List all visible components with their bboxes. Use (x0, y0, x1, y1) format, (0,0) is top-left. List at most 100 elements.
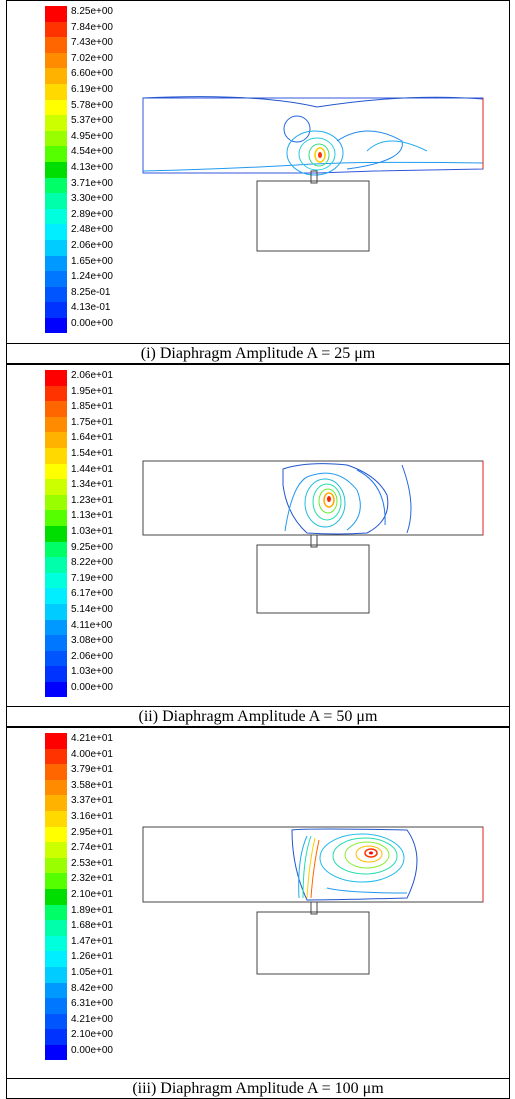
legend-swatch (45, 239, 67, 256)
legend-label: 6.60e+00 (71, 68, 113, 80)
legend-swatch (45, 510, 67, 526)
legend-label: 4.21e+00 (71, 1013, 113, 1025)
contour-line (401, 464, 412, 534)
legend-swatch (45, 52, 67, 69)
contour-line (319, 833, 405, 883)
legend-swatch (45, 966, 67, 983)
legend-label: 1.44e+01 (71, 463, 113, 475)
legend-swatch (45, 826, 67, 843)
legend-swatch (45, 37, 67, 53)
legend-swatch (45, 810, 67, 827)
legend-label: 2.06e+01 (71, 370, 113, 381)
legend-label: 3.16e+01 (71, 810, 113, 822)
legend-swatch (45, 525, 67, 542)
legend-swatch (45, 161, 67, 178)
legend-label: 8.25e+00 (71, 6, 113, 17)
legend-label: 6.31e+00 (71, 998, 113, 1010)
legend-label: 2.10e+00 (71, 1029, 113, 1041)
legend-swatch (45, 842, 67, 858)
legend-label: 2.74e+01 (71, 842, 113, 854)
legend-swatch (45, 666, 67, 682)
legend-label: 4.54e+00 (71, 146, 113, 158)
contour-core (318, 152, 322, 158)
legend-label: 1.24e+00 (71, 271, 113, 283)
panel-caption: (iii) Diaphragm Amplitude A = 100 μm (7, 1078, 509, 1099)
legend-label: 2.32e+01 (71, 873, 113, 885)
contour-line (142, 161, 484, 172)
legend-label: 2.89e+00 (71, 208, 113, 220)
contour-line (304, 478, 346, 528)
contour-plot (142, 826, 484, 975)
legend-label: 1.54e+01 (71, 447, 113, 459)
legend-swatch (45, 370, 67, 386)
contour-line (291, 828, 418, 901)
legend-swatch (45, 795, 67, 811)
legend-swatch (45, 1044, 67, 1061)
contour-line (366, 140, 428, 152)
legend-swatch (45, 920, 67, 936)
legend-swatch (45, 951, 67, 967)
contour-line (318, 488, 338, 514)
legend-swatch (45, 619, 67, 636)
legend-swatch (45, 904, 67, 921)
legend-swatch (45, 130, 67, 147)
legend-label: 1.34e+01 (71, 479, 113, 491)
legend-swatch (45, 557, 67, 573)
contour-line (308, 143, 330, 167)
legend-label: 4.00e+01 (71, 748, 113, 760)
legend-swatch (45, 83, 67, 100)
legend-swatch (45, 982, 67, 999)
legend-label: 3.37e+01 (71, 795, 113, 807)
cavity-outline (256, 180, 370, 252)
legend-swatch (45, 1013, 67, 1030)
legend-swatch (45, 998, 67, 1014)
legend-swatch (45, 873, 67, 889)
channel-outline (142, 97, 484, 174)
legend-swatch (45, 650, 67, 667)
legend-swatch (45, 447, 67, 464)
panel-3: 4.21e+01 4.00e+01 3.79e+01 3.58e+01 3.37e+01… (6, 727, 510, 1099)
legend-swatch (45, 733, 67, 749)
legend-label: 1.64e+01 (71, 432, 113, 444)
legend-swatch (45, 541, 67, 558)
legend-label: 1.89e+01 (71, 904, 113, 916)
legend-swatch (45, 68, 67, 84)
legend-label: 1.03e+01 (71, 525, 113, 537)
legend-label: 1.23e+01 (71, 494, 113, 506)
legend-label: 7.84e+00 (71, 21, 113, 33)
panel-1: 8.25e+00 7.84e+00 7.43e+00 7.02e+00 6.60e+00… (6, 0, 510, 364)
contour-plot (142, 460, 484, 614)
legend-label: 3.58e+01 (71, 779, 113, 791)
legend-swatch (45, 146, 67, 162)
legend-label: 1.75e+01 (71, 416, 113, 428)
legend-swatch (45, 21, 67, 38)
legend-label: 2.95e+01 (71, 826, 113, 838)
legend-label: 6.17e+00 (71, 588, 113, 600)
legend-label: 5.14e+00 (71, 603, 113, 615)
legend-swatch (45, 779, 67, 796)
legend-label: 1.13e+01 (71, 510, 113, 522)
contour-line (312, 483, 342, 521)
legend-label: 3.08e+00 (71, 635, 113, 647)
legend-swatch (45, 271, 67, 287)
contour-line (355, 845, 383, 863)
contour-line (306, 837, 316, 899)
legend-swatch (45, 432, 67, 448)
contour-plot (142, 96, 484, 252)
legend-swatch (45, 115, 67, 131)
legend-label: 7.43e+00 (71, 37, 113, 49)
legend-label: 4.95e+00 (71, 130, 113, 142)
contour-line (284, 472, 361, 532)
legend-swatch (45, 494, 67, 511)
legend-swatch (45, 463, 67, 480)
legend-swatch (45, 224, 67, 240)
legend-label: 1.68e+01 (71, 920, 113, 932)
legend-swatch (45, 888, 67, 905)
legend-swatch (45, 208, 67, 225)
contour-line (336, 130, 403, 170)
contour-line (282, 463, 389, 535)
legend-swatch (45, 177, 67, 194)
legend-label: 3.71e+00 (71, 177, 113, 189)
panel-2: 2.06e+01 1.95e+01 1.85e+01 1.75e+01 1.64e+01… (6, 364, 510, 727)
legend-swatch (45, 748, 67, 765)
